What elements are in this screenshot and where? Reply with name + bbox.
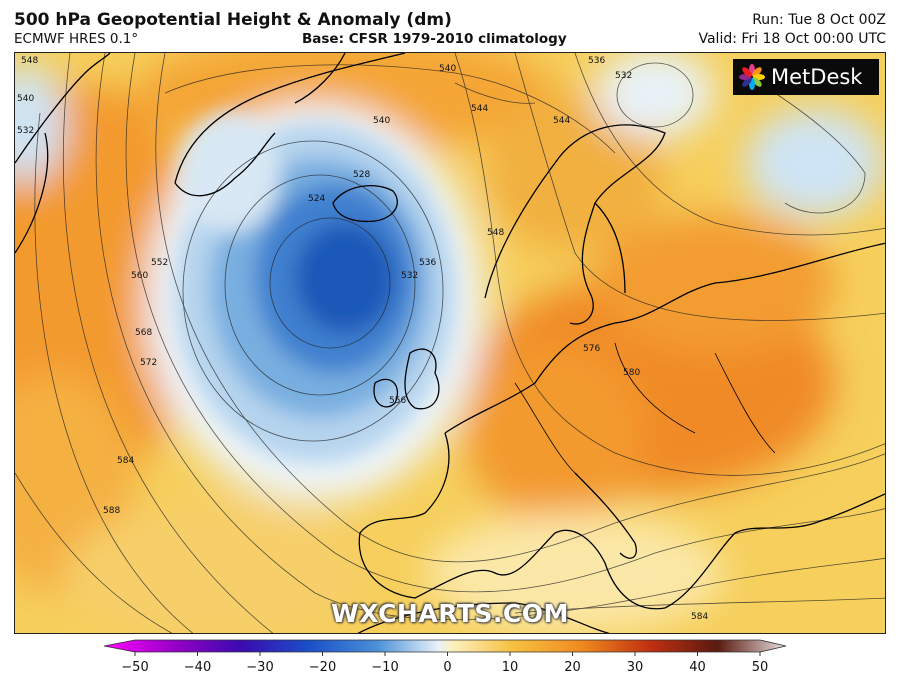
run-time-label: Run: Tue 8 Oct 00Z [752, 12, 886, 28]
contour-label: 548 [21, 56, 38, 66]
colorbar-tick-label: 30 [627, 660, 644, 675]
wxcharts-watermark: WXCHARTS.COM [331, 599, 569, 628]
contour-label: 584 [691, 612, 708, 622]
contour-label: 536 [419, 258, 436, 268]
anomaly-colorbar: −50 −40 −30 −20 −10 0 10 20 30 40 50 [103, 639, 787, 675]
anomaly-map: 548 540 532 540 544 536 532 540 544 528 … [15, 53, 885, 633]
metdesk-logo: MetDesk [733, 59, 879, 95]
colorbar-tick-label: −50 [121, 660, 148, 675]
metdesk-flower-icon [739, 64, 765, 90]
contour-label: 552 [151, 258, 168, 268]
contour-label-layer: 548 540 532 540 544 536 532 540 544 528 … [17, 56, 708, 622]
contour-label: 528 [353, 170, 370, 180]
contour-label: 540 [439, 64, 456, 74]
colorbar-ramp [103, 639, 787, 653]
metdesk-logo-text: MetDesk [771, 65, 863, 89]
colorbar-tick-label: 10 [502, 660, 519, 675]
colorbar-tick-label: −10 [371, 660, 398, 675]
contour-label: 576 [583, 344, 600, 354]
colorbar-tick-label: 50 [752, 660, 769, 675]
colorbar-tick-label: −30 [246, 660, 273, 675]
height-contours [15, 53, 885, 633]
colorbar-tick-label: 20 [564, 660, 581, 675]
contour-label: 544 [553, 116, 570, 126]
colorbar-tick-label: −40 [184, 660, 211, 675]
valid-time-label: Valid: Fri 18 Oct 00:00 UTC [698, 31, 886, 47]
chart-title: 500 hPa Geopotential Height & Anomaly (d… [14, 10, 452, 30]
coastlines [15, 53, 885, 633]
contour-label: 544 [471, 104, 488, 114]
contour-label: 568 [135, 328, 152, 338]
colorbar-tick-label: −20 [309, 660, 336, 675]
contour-label: 572 [140, 358, 157, 368]
contour-label: 540 [17, 94, 34, 104]
contour-label: 540 [373, 116, 390, 126]
contour-label: 524 [308, 194, 325, 204]
contour-label: 532 [615, 71, 632, 81]
contour-label: 580 [623, 368, 640, 378]
contour-label: 588 [103, 506, 120, 516]
contour-label: 556 [389, 396, 406, 406]
colorbar-tick-label: 0 [443, 660, 451, 675]
contour-label: 584 [117, 456, 134, 466]
map-panel: 548 540 532 540 544 536 532 540 544 528 … [14, 52, 886, 634]
climatology-base-label: Base: CFSR 1979-2010 climatology [302, 31, 567, 47]
contour-label: 532 [17, 126, 34, 136]
contour-label: 532 [401, 271, 418, 281]
contour-label: 536 [588, 56, 605, 66]
contour-label: 548 [487, 228, 504, 238]
contour-label: 560 [131, 271, 148, 281]
colorbar-ticks: −50 −40 −30 −20 −10 0 10 20 30 40 50 [121, 652, 768, 675]
model-label: ECMWF HRES 0.1° [14, 31, 139, 47]
colorbar-tick-label: 40 [689, 660, 706, 675]
